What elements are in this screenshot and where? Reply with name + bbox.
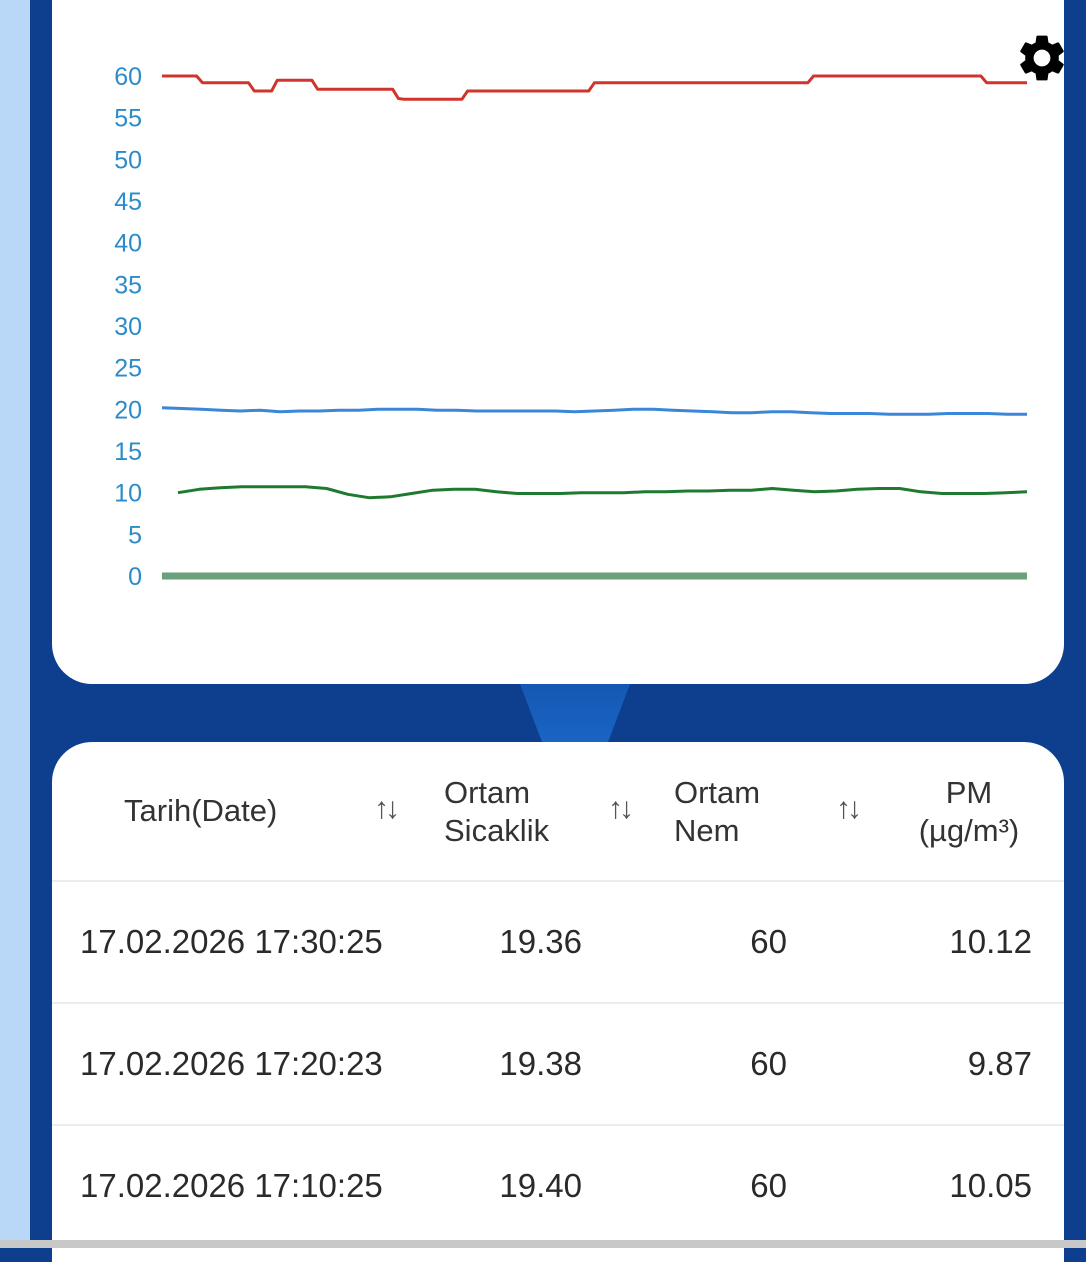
y-tick-label: 45: [114, 188, 142, 216]
cell-temperature: 19.40: [499, 1167, 582, 1204]
y-tick-label: 35: [114, 271, 142, 299]
header-temperature-line2: Sicaklik: [444, 813, 550, 848]
table-row[interactable]: 17.02.2026 17:10:25 19.40 60 10.05: [52, 1126, 1064, 1248]
chart-card: 60 55 50 45 40 35 30 25 20 15 10 5 0: [52, 0, 1064, 684]
y-tick-label: 15: [114, 438, 142, 466]
y-tick-label: 55: [114, 105, 142, 133]
y-tick-label: 20: [114, 396, 142, 424]
cell-pm: 10.12: [949, 923, 1032, 960]
cell-date: 17.02.2026 17:30:25: [80, 923, 383, 960]
cell-pm: 10.05: [949, 1167, 1032, 1204]
header-humidity-line1: Ortam: [674, 775, 761, 810]
cell-temperature: 19.38: [499, 1045, 582, 1082]
cell-date: 17.02.2026 17:10:25: [80, 1167, 383, 1204]
series-line-1: [162, 74, 1027, 101]
header-date[interactable]: Tarih(Date): [124, 792, 277, 830]
left-edge-strip: [0, 0, 30, 1248]
header-pm[interactable]: PM (µg/m³): [904, 774, 1034, 850]
y-tick-label: 5: [128, 521, 142, 549]
header-humidity-line2: Nem: [674, 813, 740, 848]
sort-humidity-icon[interactable]: ↑↓: [836, 792, 862, 825]
gear-icon[interactable]: [1014, 30, 1070, 86]
cell-temperature: 19.36: [499, 923, 582, 960]
y-tick-label: 60: [114, 63, 142, 91]
sort-date-icon[interactable]: ↑↓: [374, 792, 400, 825]
series-line-3: [177, 485, 1028, 500]
header-temperature-line1: Ortam: [444, 775, 531, 810]
y-tick-label: 0: [128, 563, 142, 591]
data-table: Tarih(Date) ↑↓ Ortam Sicaklik ↑↓ Ortam N…: [52, 742, 1064, 1262]
cell-date: 17.02.2026 17:20:23: [80, 1045, 383, 1082]
y-tick-label: 25: [114, 355, 142, 383]
header-humidity[interactable]: Ortam Nem: [674, 774, 760, 850]
panel-divider: [520, 684, 630, 742]
header-pm-line1: PM: [945, 775, 993, 810]
series-line-2: [161, 406, 1027, 416]
table-header: Tarih(Date) ↑↓ Ortam Sicaklik ↑↓ Ortam N…: [52, 742, 1064, 882]
bottom-edge: [0, 1240, 1086, 1248]
cell-pm: 9.87: [967, 1045, 1032, 1082]
cell-humidity: 60: [750, 1167, 787, 1204]
cell-humidity: 60: [750, 923, 787, 960]
y-tick-label: 50: [114, 146, 142, 174]
header-pm-line2: (µg/m³): [918, 813, 1020, 848]
table-row[interactable]: 17.02.2026 17:20:23 19.38 60 9.87: [52, 1004, 1064, 1126]
cell-humidity: 60: [750, 1045, 787, 1082]
y-tick-label: 10: [114, 480, 142, 508]
y-tick-label: 30: [114, 313, 142, 341]
header-date-label: Tarih(Date): [124, 793, 278, 828]
y-tick-label: 40: [114, 230, 142, 258]
header-temperature[interactable]: Ortam Sicaklik: [444, 774, 549, 850]
table-row[interactable]: 17.02.2026 17:30:25 19.36 60 10.12: [52, 882, 1064, 1004]
sort-temperature-icon[interactable]: ↑↓: [608, 792, 634, 825]
